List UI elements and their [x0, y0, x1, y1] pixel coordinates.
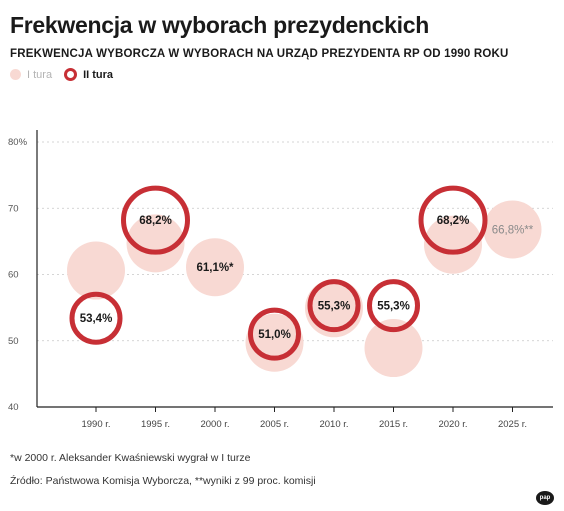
round1-point	[483, 200, 542, 259]
round1-data-label: 61,1%*	[196, 262, 234, 274]
round2-point	[121, 185, 190, 255]
round1-point	[245, 313, 304, 372]
round2-series: 53,4% 68,2% 51,0% 55,3% 55,3% 68,2%	[69, 185, 488, 361]
x-tick-label: 2000 r.	[200, 419, 229, 430]
footnote-2000: *w 2000 r. Aleksander Kwaśniewski wygrał…	[10, 452, 251, 464]
round1-series: 61,1%* 66,8%**	[67, 200, 542, 378]
axes: 80% 70 60 50 40 1990 r. 1995 r. 2000 r. 2005 r. 2…	[8, 130, 553, 430]
legend-swatch-round2	[64, 68, 78, 81]
round2-data-label: 68,2%	[437, 215, 470, 227]
round2-point	[367, 279, 420, 333]
x-tick-label: 1990 r.	[81, 419, 110, 430]
y-tick-label: 60	[8, 270, 19, 281]
round1-point	[424, 215, 482, 274]
round2-point	[248, 307, 301, 361]
y-tick-label: 70	[8, 203, 19, 214]
round2-data-label: 55,3%	[377, 301, 410, 313]
chart-subtitle: FREKWENCJA WYBORCZA W WYBORACH NA URZĄD …	[10, 48, 509, 60]
legend: I tura II tura	[10, 68, 125, 81]
round2-data-label: 68,2%	[139, 215, 172, 227]
round1-point	[186, 238, 244, 297]
round1-point	[67, 241, 125, 300]
x-tick-label: 2005 r.	[260, 419, 289, 430]
x-tick-label: 2020 r.	[438, 419, 467, 430]
round2-data-label: 53,4%	[80, 313, 113, 325]
footnote-source: Źródło: Państwowa Komisja Wyborcza, **wy…	[10, 475, 316, 487]
round2-point	[69, 291, 123, 345]
round2-point	[307, 279, 361, 333]
x-tick-label: 2025 r.	[498, 419, 527, 430]
legend-item-round2: II tura	[64, 68, 113, 81]
turnout-chart: 61,1%*66,8%** 53,4%68,2%51,0%55,3% 55,3%6…	[8, 130, 553, 430]
legend-label-round1: I tura	[27, 68, 53, 81]
round1-data-label: 66,8%**	[492, 224, 534, 236]
round1-point	[126, 214, 185, 273]
round2-data-label: 55,3%	[318, 301, 351, 313]
legend-swatch-round1	[10, 69, 21, 80]
y-tick-label: 80%	[8, 137, 28, 148]
y-tick-label: 40	[8, 402, 19, 413]
pap-logo: pap	[536, 491, 554, 505]
chart-title: Frekwencja w wyborach prezydenckich	[10, 12, 429, 38]
legend-label-round2: II tura	[83, 68, 114, 81]
round1-point	[364, 319, 423, 378]
x-tick-label: 2010 r.	[319, 419, 348, 430]
round2-point	[418, 185, 488, 255]
x-tick-label: 1995 r.	[141, 419, 170, 430]
x-tick-label: 2015 r.	[379, 419, 408, 430]
y-tick-label: 50	[8, 336, 19, 347]
legend-item-round1: I tura	[10, 69, 52, 81]
round2-data-label: 51,0%	[258, 329, 291, 341]
